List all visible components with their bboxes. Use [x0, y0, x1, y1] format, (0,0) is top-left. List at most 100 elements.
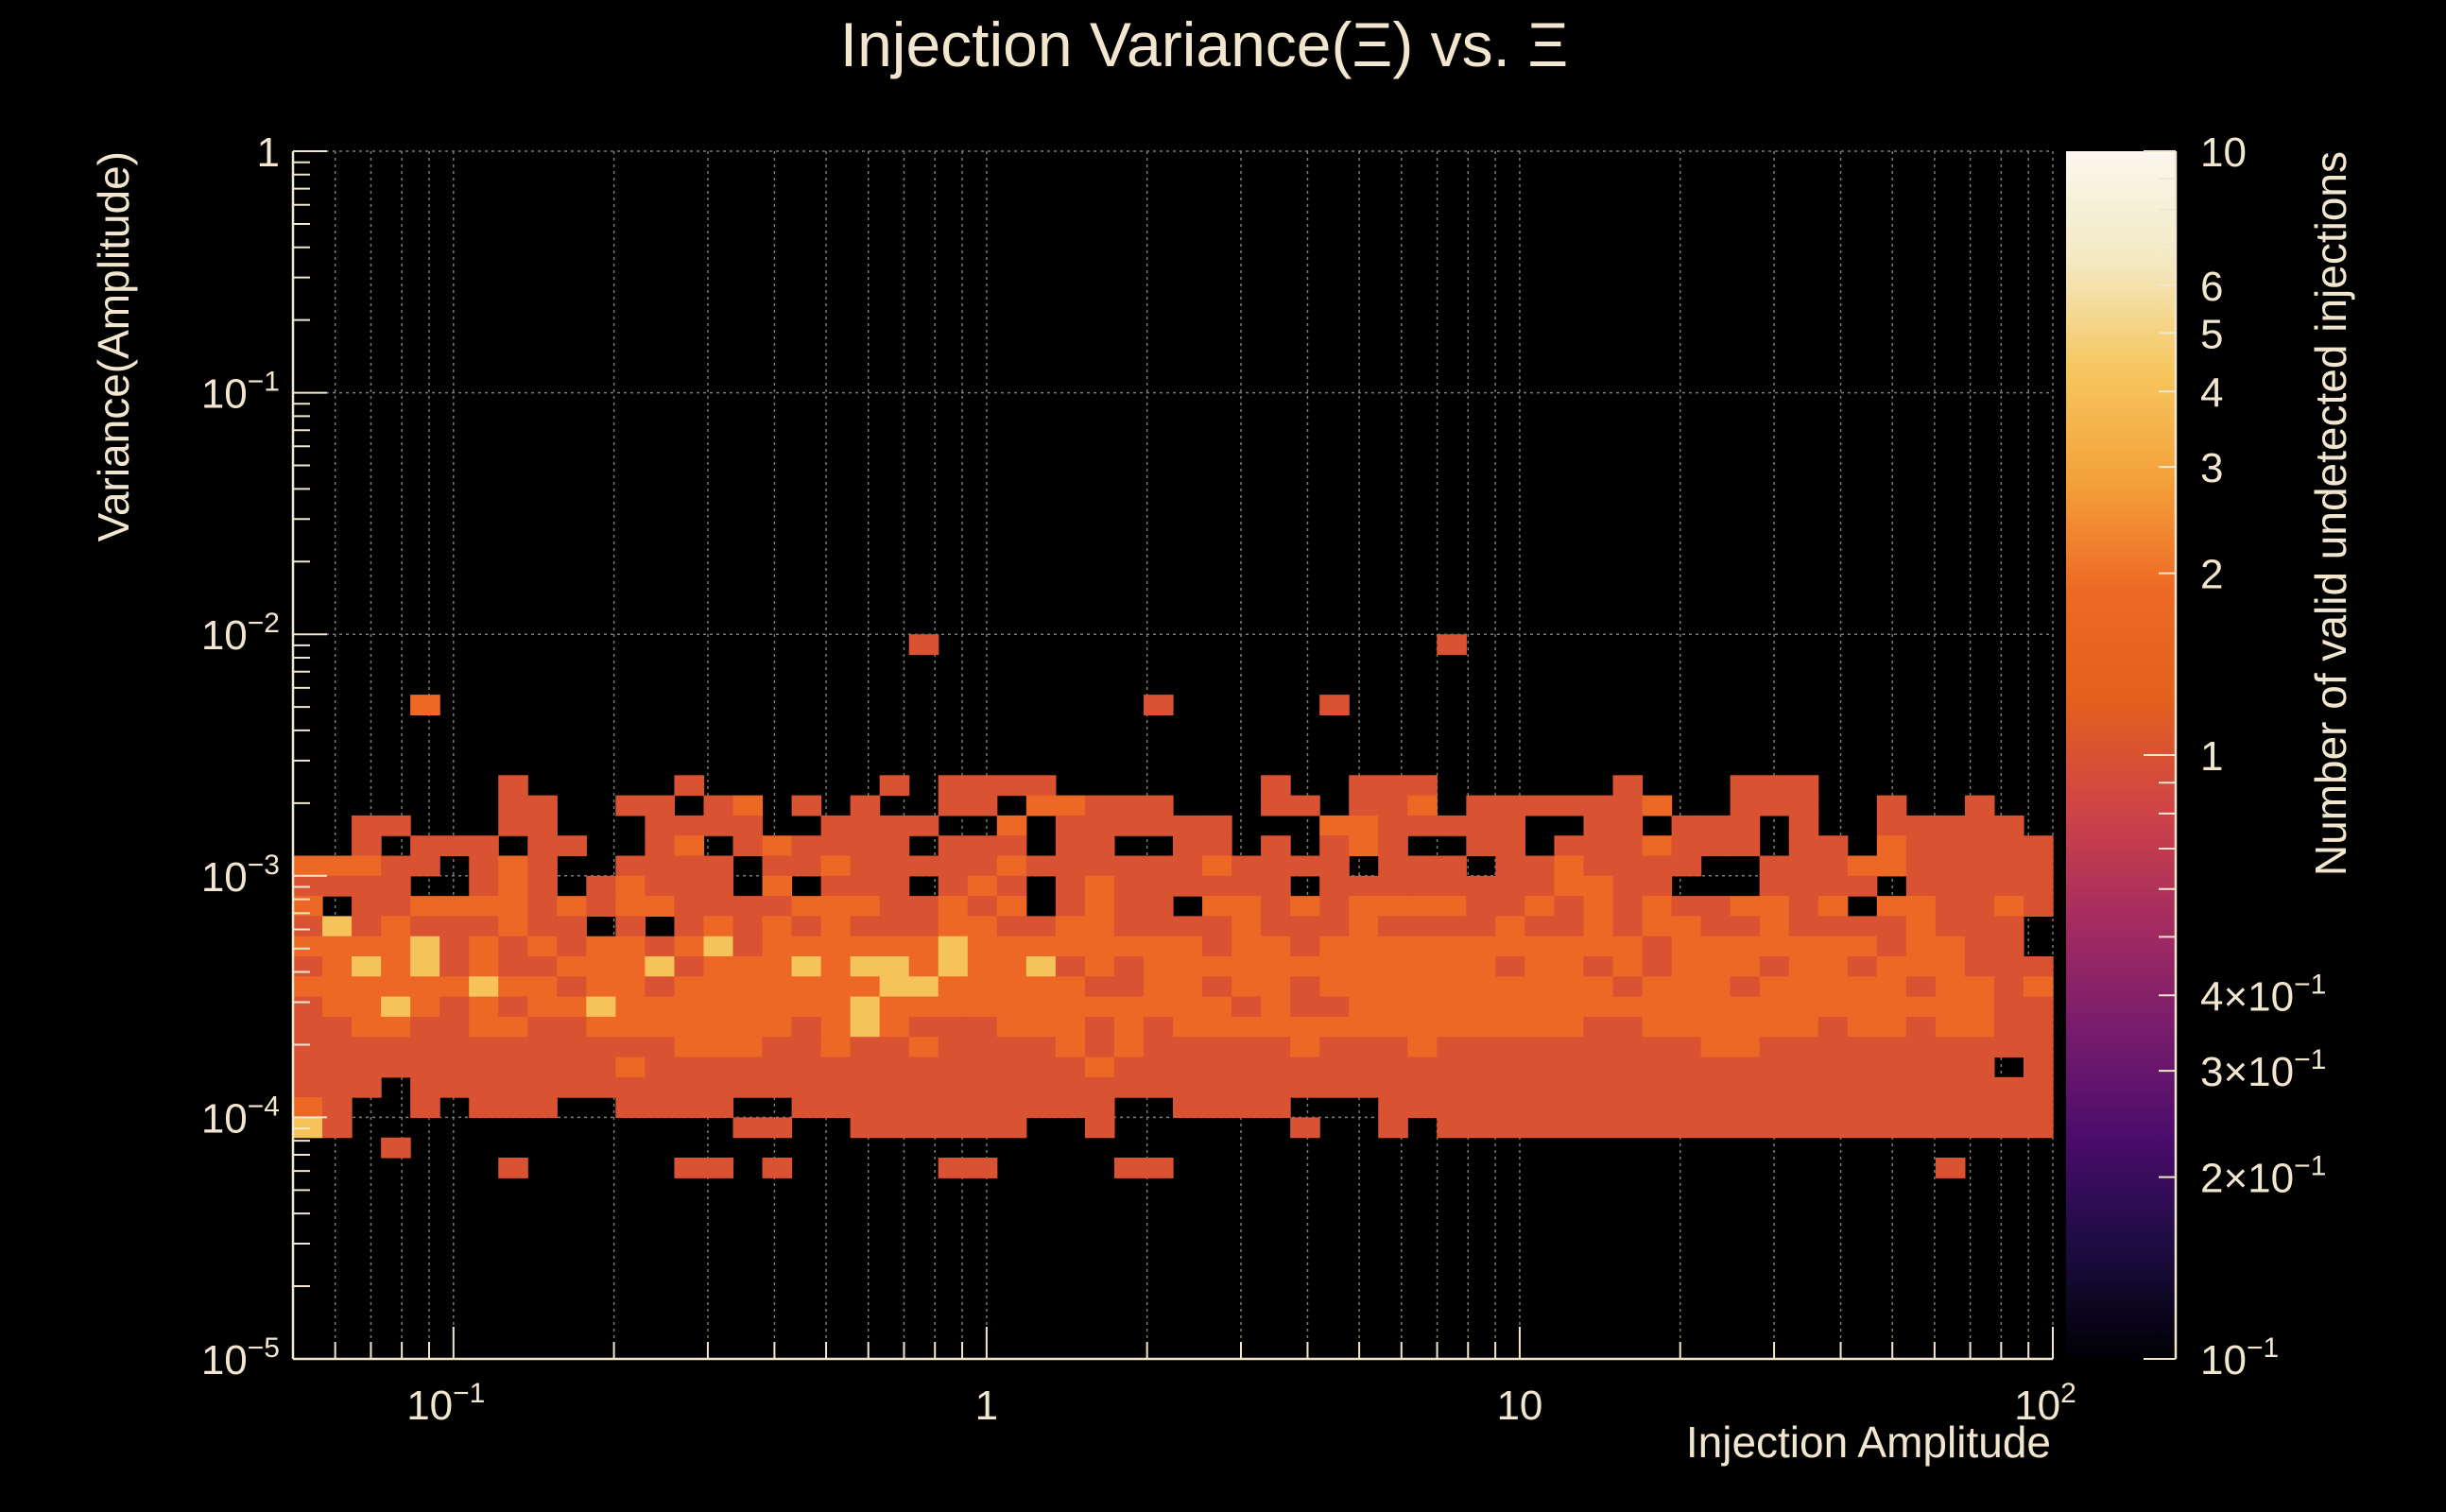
heatmap-cell	[1612, 916, 1644, 937]
heatmap-cell	[820, 996, 852, 1018]
heatmap-cell	[1876, 1117, 1907, 1139]
heatmap-cell	[469, 956, 499, 977]
heatmap-cell	[1349, 875, 1379, 897]
heatmap-cell	[1437, 875, 1467, 897]
heatmap-cell	[1173, 1037, 1203, 1058]
heatmap-cell	[1290, 1076, 1320, 1098]
heatmap-cell	[1759, 1016, 1790, 1038]
heatmap-cell	[1319, 956, 1350, 977]
heatmap-cell	[1671, 976, 1702, 998]
heatmap-cell	[1143, 896, 1174, 917]
heatmap-cell	[2023, 1076, 2054, 1098]
heatmap-cell	[732, 1016, 764, 1038]
heatmap-cell	[1495, 1117, 1525, 1139]
heatmap-cell	[1261, 775, 1291, 797]
heatmap-cell	[1935, 1158, 1966, 1178]
heatmap-cell	[674, 916, 705, 937]
heatmap-cell	[1730, 1117, 1761, 1139]
heatmap-cell	[938, 1037, 969, 1058]
heatmap-cell	[1378, 1097, 1408, 1118]
heatmap-cell	[967, 996, 998, 1018]
heatmap-cell	[498, 855, 528, 877]
colorbar-tick-label: 2	[2200, 552, 2223, 598]
heatmap-cell	[850, 1097, 881, 1118]
heatmap-cell	[1084, 795, 1115, 816]
heatmap-cell	[410, 916, 440, 937]
heatmap-cell	[469, 916, 499, 937]
heatmap-cell	[1466, 996, 1496, 1018]
heatmap-cell	[352, 815, 382, 836]
heatmap-cell	[820, 916, 852, 937]
heatmap-cell	[1407, 855, 1438, 877]
heatmap-cell	[1319, 1016, 1350, 1038]
heatmap-cell	[1349, 1076, 1379, 1098]
heatmap-cell	[1730, 936, 1761, 957]
x-axis-ticks: 10−1 1 10 102	[406, 1378, 2076, 1429]
heatmap-cell	[703, 916, 734, 937]
heatmap-cell	[1202, 855, 1232, 877]
heatmap-cell	[410, 835, 440, 857]
heatmap-cell	[1700, 976, 1731, 998]
heatmap-cell	[762, 1016, 793, 1038]
heatmap-cell	[732, 795, 764, 816]
heatmap-cell	[1202, 936, 1232, 957]
heatmap-cell	[1466, 835, 1496, 857]
heatmap-cell	[586, 896, 616, 917]
heatmap-cell	[1554, 956, 1585, 977]
heatmap-cell	[527, 815, 558, 836]
heatmap-cell	[1964, 1057, 1995, 1078]
heatmap-cell	[1730, 815, 1761, 836]
heatmap-cell	[1642, 936, 1673, 957]
heatmap-cell	[1524, 996, 1556, 1018]
heatmap-cell	[1466, 795, 1496, 816]
heatmap-cell	[732, 1076, 764, 1098]
heatmap-cell	[322, 1076, 353, 1098]
heatmap-cell	[1319, 835, 1350, 857]
heatmap-cell	[1055, 936, 1086, 957]
heatmap-cell	[1084, 916, 1115, 937]
heatmap-cell	[996, 875, 1027, 897]
heatmap-cell	[557, 916, 587, 937]
heatmap-cell	[1378, 936, 1408, 957]
heatmap-cell	[645, 875, 676, 897]
heatmap-cell	[1788, 855, 1819, 877]
heatmap-cell	[410, 695, 440, 715]
heatmap-cell	[2023, 1037, 2054, 1058]
heatmap-cell	[1437, 1097, 1467, 1118]
heatmap-cell	[498, 1057, 528, 1078]
heatmap-cell	[1319, 916, 1350, 937]
heatmap-cell	[1817, 855, 1849, 877]
chart-title: Injection Variance(Ξ) vs. Ξ	[840, 9, 1569, 79]
heatmap-cell	[791, 1097, 822, 1118]
heatmap-cell	[1290, 936, 1320, 957]
heatmap-cell	[1378, 896, 1408, 917]
heatmap-cell	[1964, 795, 1995, 816]
heatmap-cell	[1173, 1076, 1203, 1098]
heatmap-cell	[410, 1037, 440, 1058]
heatmap-cell	[1671, 936, 1702, 957]
heatmap-cell	[1319, 1076, 1350, 1098]
heatmap-cell	[527, 976, 558, 998]
heatmap-cell	[1788, 976, 1819, 998]
heatmap-cell	[1817, 936, 1849, 957]
heatmap-cell	[381, 815, 411, 836]
heatmap-cell	[1466, 956, 1496, 977]
heatmap-cell	[557, 1057, 587, 1078]
heatmap-cell	[879, 1097, 910, 1118]
heatmap-cell	[1232, 1037, 1262, 1058]
heatmap-cell	[674, 976, 705, 998]
heatmap-cell	[352, 835, 382, 857]
heatmap-cell	[1847, 1076, 1878, 1098]
heatmap-cell	[410, 1076, 440, 1098]
heatmap-cell	[645, 795, 676, 816]
heatmap-cell	[469, 1076, 499, 1098]
heatmap-cell	[1700, 815, 1731, 836]
heatmap-cell	[1025, 1037, 1057, 1058]
heatmap-cell	[498, 896, 528, 917]
heatmap-cell	[352, 956, 382, 977]
heatmap-cell	[1378, 996, 1408, 1018]
heatmap-cell	[1964, 916, 1995, 937]
x-tick-label: 1	[975, 1383, 998, 1429]
heatmap-cell	[1876, 1037, 1907, 1058]
heatmap-cell	[938, 835, 969, 857]
